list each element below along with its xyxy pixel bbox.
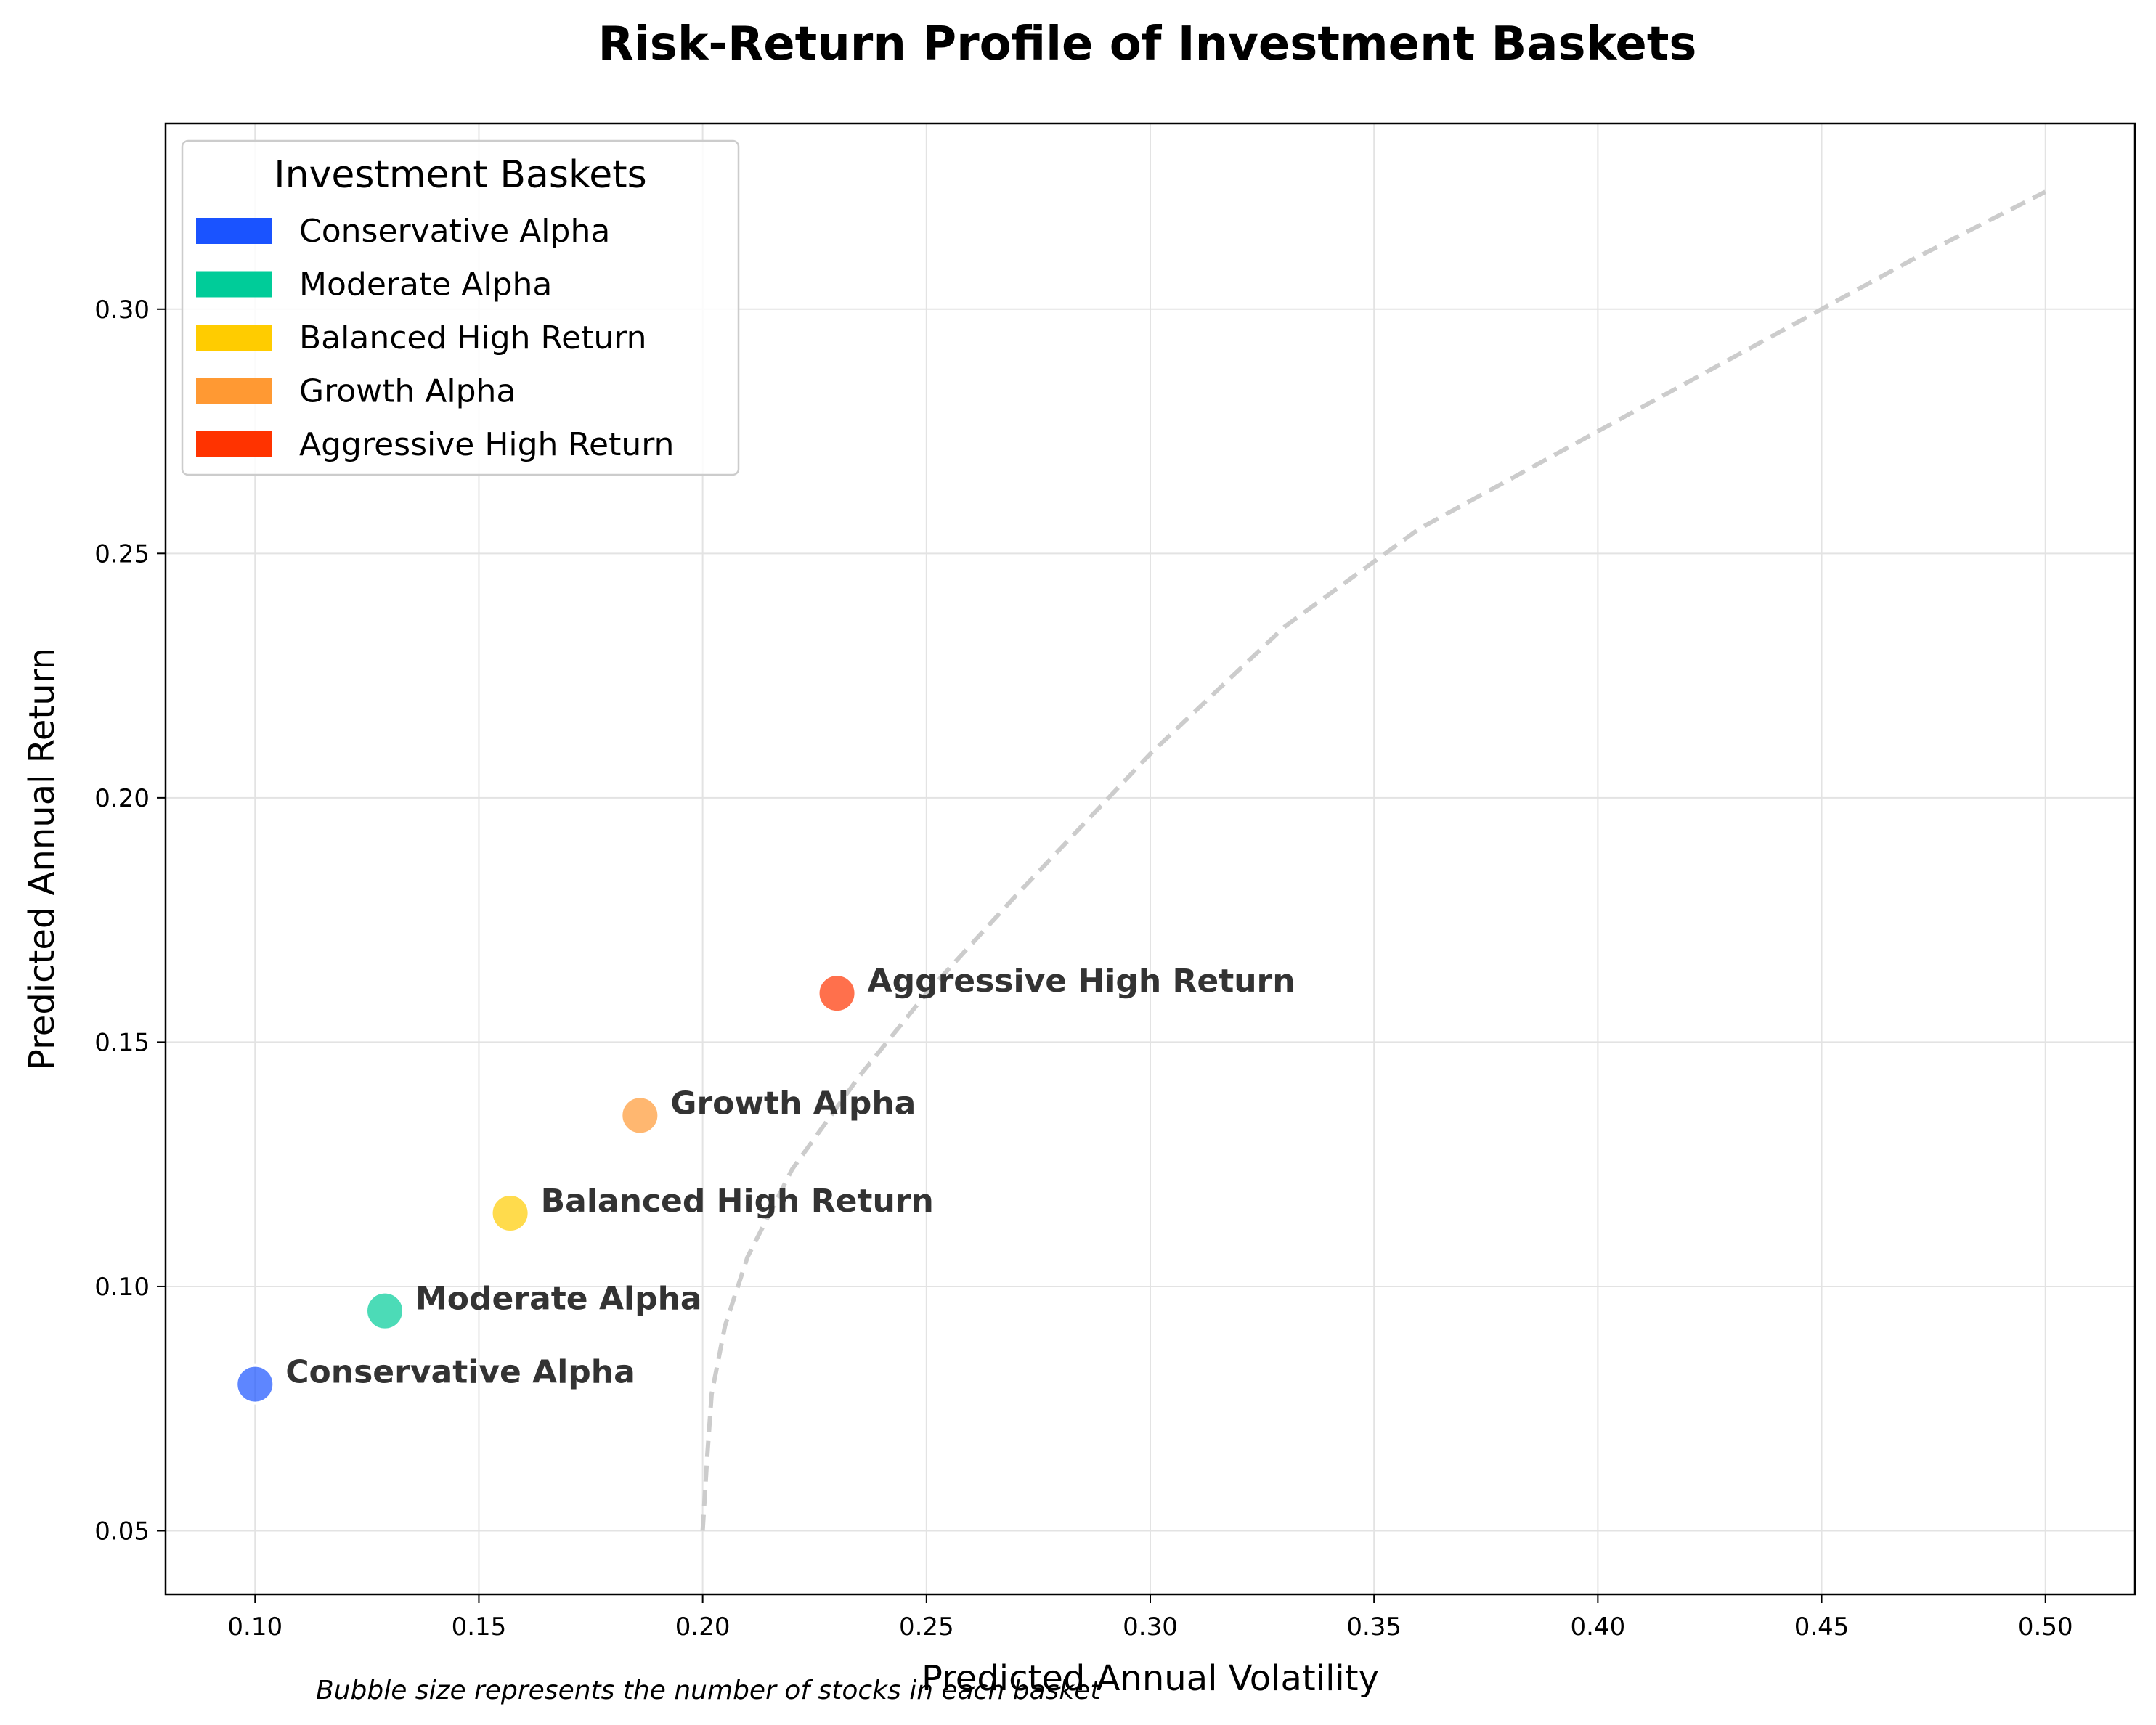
data-points <box>235 973 858 1405</box>
y-tick-label: 0.10 <box>94 1273 150 1302</box>
chart-title: Risk-Return Profile of Investment Basket… <box>598 17 1697 71</box>
legend: Investment Baskets Conservative Alpha Mod… <box>181 139 740 476</box>
point-label: Balanced High Return <box>541 1183 934 1220</box>
x-tick-label: 0.30 <box>1123 1612 1178 1642</box>
x-axis-ticks: 0.10 0.15 0.20 0.25 0.30 0.35 0.40 0.45 0.50 <box>227 1594 2073 1642</box>
point-label: Conservative Alpha <box>285 1354 635 1391</box>
footnote: Bubble size represents the number of sto… <box>316 1676 1102 1705</box>
point-label: Moderate Alpha <box>415 1281 702 1318</box>
legend-title: Investment Baskets <box>274 153 646 197</box>
reference-curve <box>700 189 2047 1531</box>
legend-swatch <box>196 218 272 244</box>
y-tick-label: 0.30 <box>94 295 150 325</box>
legend-box <box>181 139 740 476</box>
y-tick-label: 0.05 <box>94 1517 150 1546</box>
legend-label: Moderate Alpha <box>299 266 552 303</box>
legend-label: Conservative Alpha <box>299 213 610 250</box>
point-label: Growth Alpha <box>670 1085 916 1122</box>
legend-swatch <box>196 378 272 404</box>
y-tick-label: 0.20 <box>94 784 150 813</box>
data-point <box>365 1290 406 1332</box>
y-tick-label: 0.15 <box>94 1028 150 1057</box>
data-point <box>235 1363 276 1405</box>
point-label: Aggressive High Return <box>868 963 1295 1000</box>
legend-swatch <box>196 271 272 298</box>
x-tick-label: 0.50 <box>2018 1612 2073 1642</box>
legend-label: Aggressive High Return <box>299 426 674 463</box>
x-tick-label: 0.15 <box>452 1612 507 1642</box>
reference-curve-layer <box>700 189 2047 1531</box>
x-tick-label: 0.25 <box>899 1612 954 1642</box>
x-axis-label: Predicted Annual Volatility <box>922 1658 1379 1699</box>
legend-swatch <box>196 431 272 457</box>
legend-swatch <box>196 325 272 351</box>
y-tick-label: 0.25 <box>94 539 150 568</box>
y-axis-ticks: 0.05 0.10 0.15 0.20 0.25 0.30 <box>94 295 166 1546</box>
x-tick-label: 0.35 <box>1346 1612 1402 1642</box>
y-axis-label: Predicted Annual Return <box>22 648 62 1070</box>
legend-label: Growth Alpha <box>299 373 516 410</box>
data-point <box>816 973 858 1014</box>
point-labels: Conservative Alpha Moderate Alpha Balanced… <box>285 963 1295 1390</box>
data-point <box>619 1095 661 1136</box>
data-point <box>489 1192 531 1233</box>
x-tick-label: 0.20 <box>675 1612 731 1642</box>
legend-label: Balanced High Return <box>299 319 647 356</box>
legend-items: Conservative Alpha Moderate Alpha Balanced… <box>196 213 674 463</box>
x-tick-label: 0.40 <box>1571 1612 1626 1642</box>
x-tick-label: 0.10 <box>227 1612 282 1642</box>
x-tick-label: 0.45 <box>1794 1612 1850 1642</box>
